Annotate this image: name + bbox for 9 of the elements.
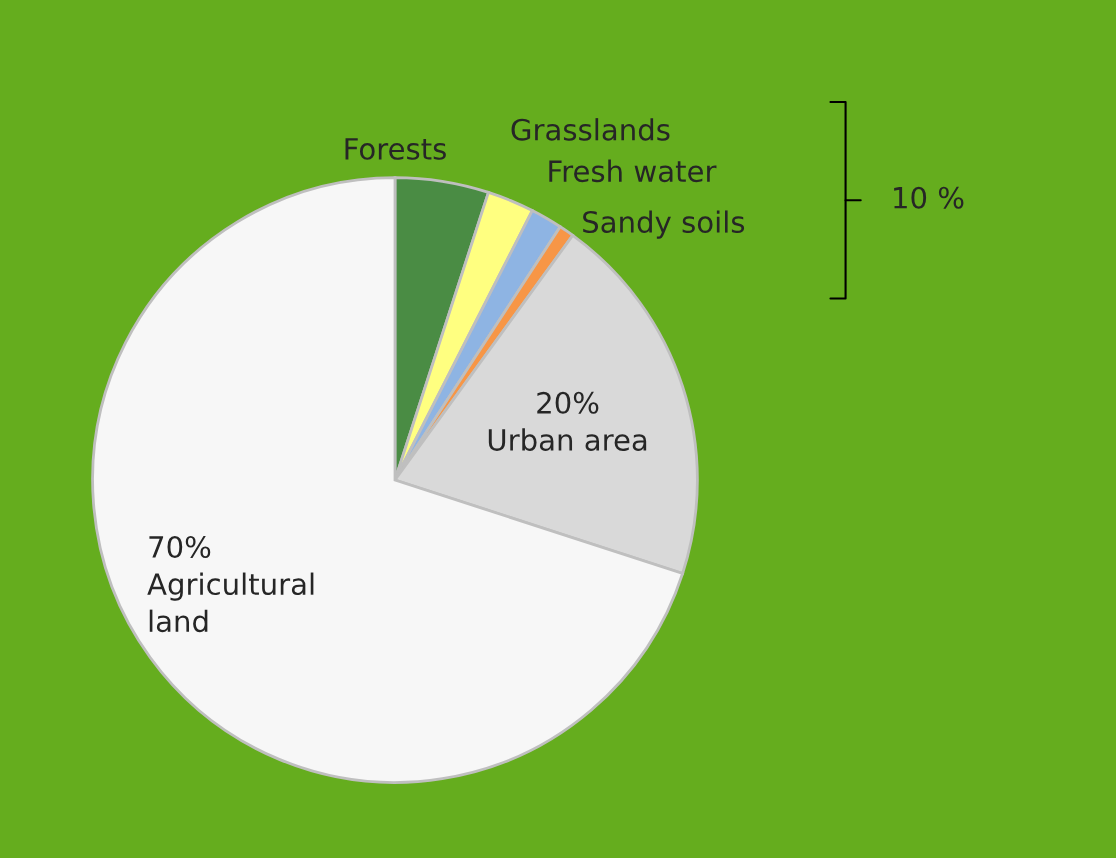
slice-label: Urban area: [488, 428, 647, 451]
data-label: 70%: [149, 535, 211, 559]
slice-label: Agricultural land: [147, 572, 314, 633]
slice-label: Sandy soils: [583, 210, 745, 239]
slice-label: Fresh water: [549, 159, 717, 183]
slice-label: Grasslands: [511, 118, 670, 141]
slice-label: Forests: [345, 138, 446, 160]
data-label: 20%: [537, 391, 599, 414]
text: 10 %: [894, 186, 964, 209]
